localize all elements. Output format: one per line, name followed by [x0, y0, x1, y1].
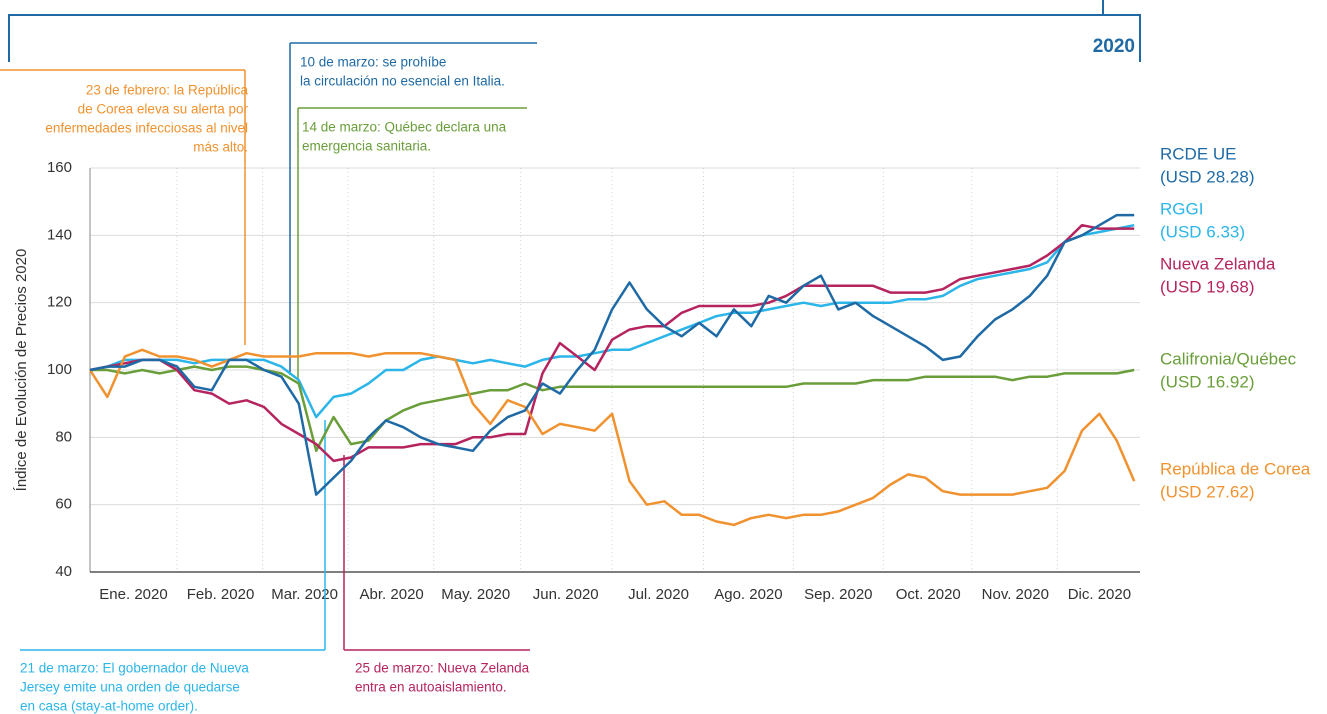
legend-name: Nueva Zelanda [1160, 254, 1276, 273]
y-tick-label: 160 [47, 159, 72, 176]
x-tick-label: Sep. 2020 [804, 586, 872, 603]
legend-price: (USD 28.28) [1160, 167, 1254, 186]
legend-name: República de Corea [1160, 459, 1311, 478]
x-tick-label: Abr. 2020 [360, 586, 424, 603]
legend-name: RGGI [1160, 199, 1203, 218]
x-tick-label: Dic. 2020 [1068, 586, 1131, 603]
y-tick-label: 120 [47, 294, 72, 311]
period-label: 2020 [1093, 36, 1135, 57]
y-axis-label: Índice de Evolución de Precios 2020 [13, 249, 30, 492]
x-tick-label: Oct. 2020 [896, 586, 961, 603]
series-line [88, 348, 1136, 527]
x-tick-label: May. 2020 [441, 586, 510, 603]
y-tick-label: 80 [55, 428, 72, 445]
frame [8, 0, 1141, 62]
annotation-text: la circulación no esencial en Italia. [300, 74, 505, 89]
annotation-text: Jersey emite una orden de quedarse [20, 680, 240, 695]
annotation-text: 23 de febrero: la República [86, 83, 249, 98]
x-tick-label: Jul. 2020 [628, 586, 689, 603]
annotation-text: entra en autoaislamiento. [355, 680, 507, 695]
series-line [89, 223, 1135, 463]
x-tick-label: Ene. 2020 [99, 586, 167, 603]
legend-name: RCDE UE [1160, 144, 1237, 163]
x-tick-label: Nov. 2020 [982, 586, 1049, 603]
series-line [89, 223, 1135, 419]
series-line [89, 213, 1135, 496]
legend-price: (USD 27.62) [1160, 482, 1254, 501]
annotation-text: 25 de marzo: Nueva Zelanda [355, 661, 530, 676]
y-tick-label: 100 [47, 361, 72, 378]
x-tick-label: Feb. 2020 [187, 586, 255, 603]
y-tick-label: 40 [55, 563, 72, 580]
y-tick-label: 60 [55, 496, 72, 513]
annotation-text: de Corea eleva su alerta por [78, 102, 249, 117]
legend-name: Califronia/Québec [1160, 349, 1297, 368]
annotation-text: 10 de marzo: se prohíbe [300, 55, 446, 70]
annotation-text: emergencia sanitaria. [302, 139, 431, 154]
annotation-text: más alto. [193, 140, 248, 155]
legend-price: (USD 19.68) [1160, 277, 1254, 296]
annotation-text: 21 de marzo: El gobernador de Nueva [20, 661, 249, 676]
y-tick-label: 140 [47, 226, 72, 243]
annotations: 23 de febrero: la República de Corea elev… [0, 42, 537, 714]
x-tick-label: Jun. 2020 [533, 586, 599, 603]
annotation-text: 14 de marzo: Québec declara una [302, 120, 507, 135]
x-tick-label: Ago. 2020 [714, 586, 782, 603]
legend-price: (USD 16.92) [1160, 372, 1254, 391]
annotation-text: en casa (stay-at-home order). [20, 699, 198, 714]
annotation-text: enfermedades infecciosas al nivel [45, 121, 248, 136]
x-tick-label: Mar. 2020 [271, 586, 338, 603]
legend-price: (USD 6.33) [1160, 222, 1245, 241]
